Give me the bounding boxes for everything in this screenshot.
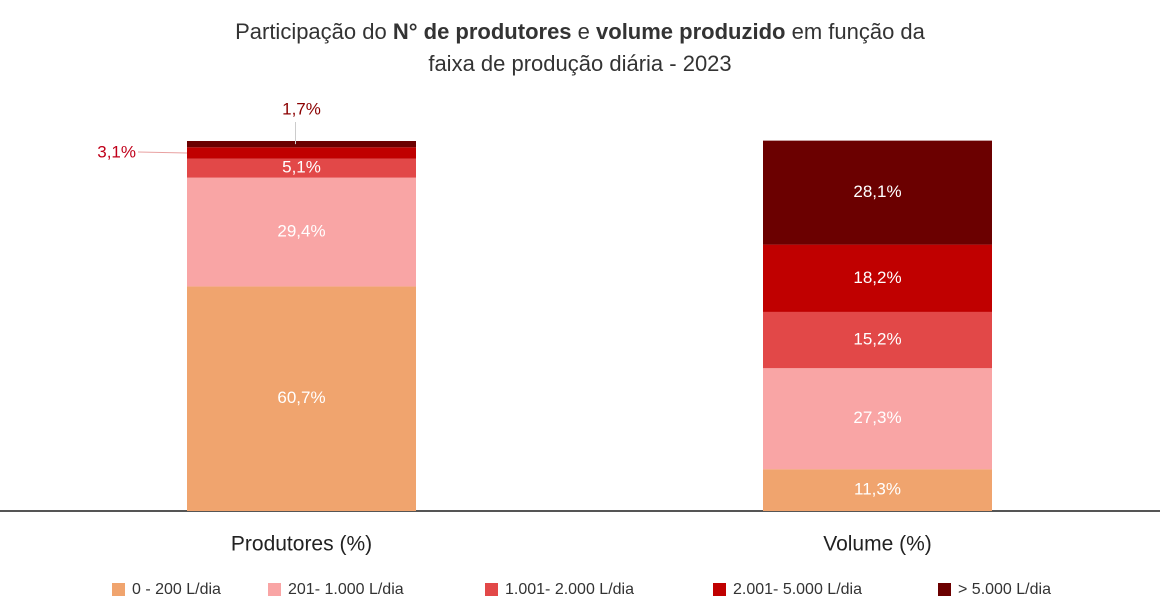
bar-segment bbox=[187, 141, 416, 148]
leader-line bbox=[137, 151, 188, 154]
title-part: faixa de produção diária - 2023 bbox=[428, 51, 731, 76]
title-part: e bbox=[572, 19, 596, 44]
x-tick-label: Volume (%) bbox=[823, 533, 932, 556]
data-label: 1,7% bbox=[282, 99, 321, 118]
legend-swatch bbox=[938, 583, 951, 596]
title-part: Participação do bbox=[235, 19, 393, 44]
data-label: 11,3% bbox=[854, 480, 901, 499]
bar-segment bbox=[187, 147, 416, 159]
bar-segment bbox=[187, 177, 416, 287]
data-label: 15,2% bbox=[853, 330, 901, 349]
title-part: N° de produtores bbox=[393, 19, 572, 44]
legend-label: > 5.000 L/dia bbox=[958, 581, 1051, 598]
data-label: 5,1% bbox=[282, 158, 321, 177]
title-part: em função da bbox=[785, 19, 925, 44]
bar-segment bbox=[187, 158, 416, 178]
legend-label: 1.001- 2.000 L/dia bbox=[505, 581, 634, 598]
bar-segment bbox=[763, 311, 992, 369]
chart-title: faixa de produção diária - 2023 bbox=[428, 51, 731, 76]
data-label: 27,3% bbox=[853, 408, 901, 427]
legend-swatch bbox=[485, 583, 498, 596]
bar-segment bbox=[763, 244, 992, 312]
title-part: volume produzido bbox=[596, 19, 785, 44]
legend-label: 201- 1.000 L/dia bbox=[288, 581, 404, 598]
bar-segment bbox=[187, 286, 416, 511]
legend-label: 2.001- 5.000 L/dia bbox=[733, 581, 862, 598]
data-label: 18,2% bbox=[853, 268, 901, 287]
legend-label: 0 - 200 L/dia bbox=[132, 581, 221, 598]
data-label: 29,4% bbox=[277, 222, 325, 241]
data-label: 28,1% bbox=[853, 182, 901, 201]
chart-title: Participação do N° de produtores e volum… bbox=[235, 19, 926, 44]
bar-segment bbox=[763, 469, 992, 511]
data-label: 3,1% bbox=[97, 142, 136, 161]
legend-swatch bbox=[713, 583, 726, 596]
legend-swatch bbox=[268, 583, 281, 596]
legend-swatch bbox=[112, 583, 125, 596]
x-tick-label: Produtores (%) bbox=[231, 533, 372, 556]
data-label: 60,7% bbox=[277, 388, 325, 407]
bar-segment bbox=[763, 140, 992, 245]
bar-segment bbox=[763, 368, 992, 470]
